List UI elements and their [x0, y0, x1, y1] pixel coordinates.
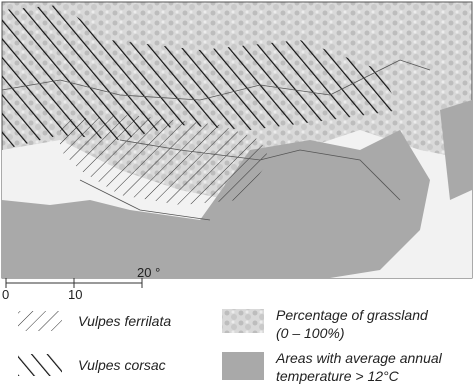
borders [1, 59, 431, 221]
warm-region-east [440, 100, 472, 200]
scale-label: 20 ° [137, 265, 160, 280]
map [1, 1, 473, 279]
legend-swatch [222, 352, 264, 380]
legend-swatch [222, 309, 264, 333]
corsac-range [2, 5, 400, 150]
scale-label: 0 [2, 287, 9, 302]
legend-swatch [18, 311, 62, 331]
warm-region [2, 130, 430, 278]
legend-label: Areas with average annual [275, 350, 443, 366]
legend-label: (0 – 100%) [276, 325, 344, 341]
legend-label: temperature > 12°C [276, 368, 400, 384]
legend-label: Vulpes corsac [78, 357, 166, 373]
legend-label: Percentage of grassland [276, 307, 429, 323]
scale-bar: 0 10 20 ° [2, 265, 160, 302]
legend: Vulpes ferrilata Vulpes corsac Percentag… [18, 307, 443, 384]
legend-label: Vulpes ferrilata [78, 313, 171, 329]
legend-swatch [18, 354, 62, 376]
scale-label: 10 [68, 287, 82, 302]
